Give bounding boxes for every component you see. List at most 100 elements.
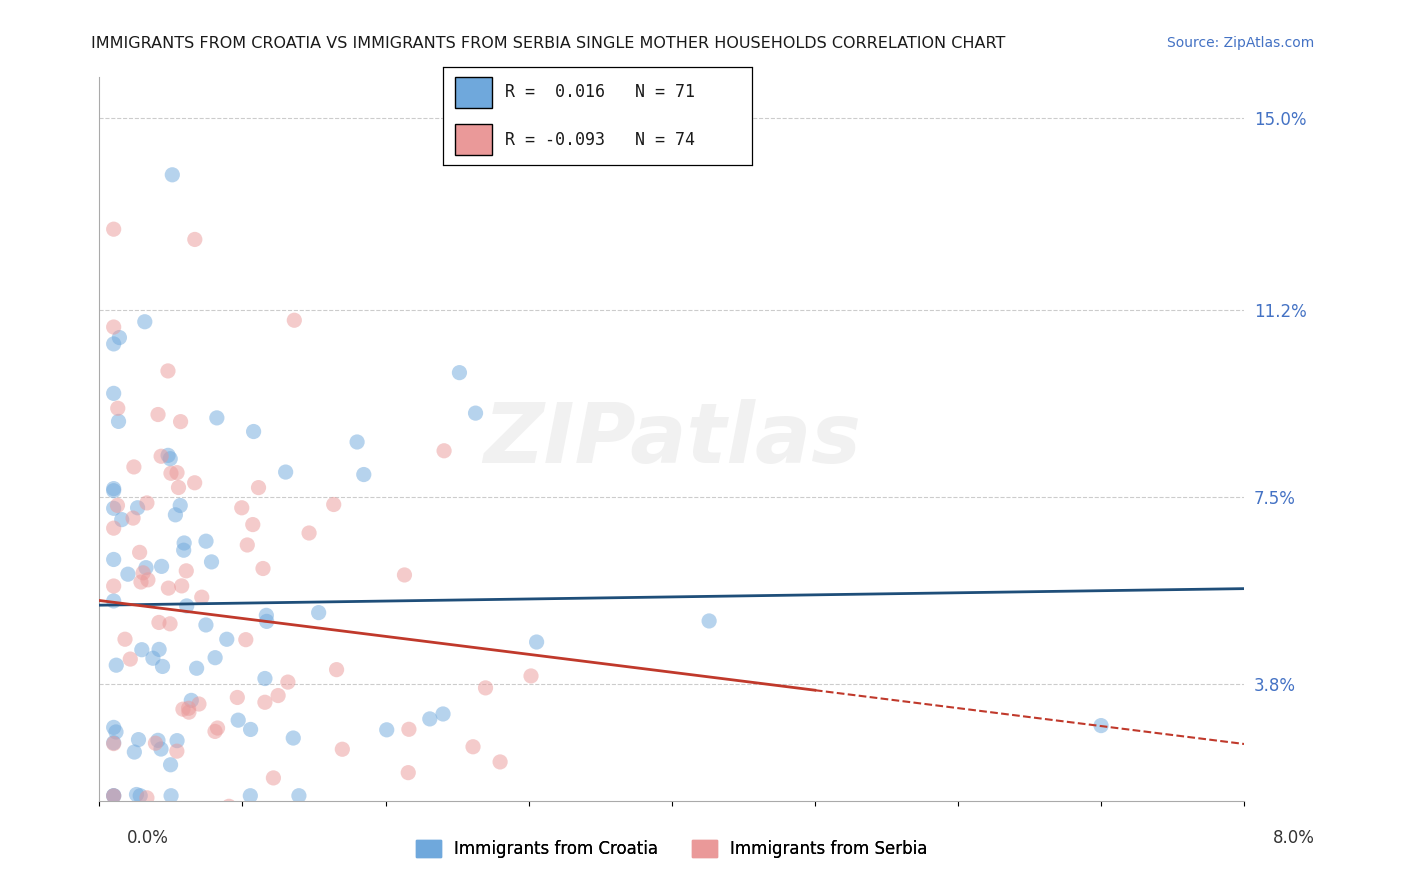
Point <box>283 313 305 327</box>
Point <box>169 819 191 833</box>
Point <box>236 538 259 552</box>
Point <box>152 659 174 673</box>
Point <box>162 168 184 182</box>
Text: 0.0%: 0.0% <box>127 830 169 847</box>
Point <box>165 508 187 522</box>
Point <box>262 771 284 785</box>
Point <box>159 616 181 631</box>
Point <box>432 706 454 721</box>
Point <box>150 450 173 464</box>
Point <box>156 364 179 378</box>
Point <box>145 736 167 750</box>
Point <box>103 482 125 496</box>
Point <box>148 805 170 819</box>
Point <box>146 733 169 747</box>
Point <box>697 614 720 628</box>
Point <box>166 744 188 758</box>
Point <box>163 819 186 833</box>
Text: ZIPatlas: ZIPatlas <box>482 399 860 480</box>
Point <box>117 567 139 582</box>
Point <box>198 819 221 833</box>
Point <box>135 790 157 805</box>
Point <box>103 521 125 535</box>
Point <box>346 435 368 450</box>
Point <box>132 566 155 580</box>
Point <box>150 559 173 574</box>
Text: 8.0%: 8.0% <box>1272 830 1315 847</box>
Point <box>170 579 193 593</box>
Point <box>247 481 270 495</box>
Point <box>134 315 156 329</box>
Point <box>118 819 141 833</box>
Point <box>108 330 131 344</box>
Point <box>103 222 125 236</box>
Point <box>103 552 125 566</box>
Point <box>200 555 222 569</box>
Point <box>288 789 311 803</box>
Point <box>125 788 148 802</box>
Point <box>464 406 486 420</box>
Point <box>157 581 180 595</box>
Point <box>322 498 344 512</box>
Point <box>191 590 214 604</box>
Point <box>218 799 240 814</box>
Point <box>167 481 190 495</box>
Point <box>449 366 471 380</box>
Point <box>419 712 441 726</box>
Point <box>526 635 548 649</box>
Point <box>177 701 200 715</box>
Point <box>242 517 264 532</box>
Point <box>277 675 299 690</box>
Point <box>195 534 218 549</box>
Point <box>103 337 125 351</box>
Text: R = -0.093   N = 74: R = -0.093 N = 74 <box>505 130 695 148</box>
Point <box>142 651 165 665</box>
Point <box>274 465 297 479</box>
Point <box>172 702 194 716</box>
Point <box>136 496 159 510</box>
Point <box>239 723 262 737</box>
Point <box>107 414 129 428</box>
Point <box>127 500 149 515</box>
Point <box>103 579 125 593</box>
Point <box>394 568 416 582</box>
Point <box>325 663 347 677</box>
Point <box>111 513 134 527</box>
Point <box>183 475 205 490</box>
Point <box>398 723 420 737</box>
Point <box>207 721 229 735</box>
Point <box>159 451 181 466</box>
Text: Source: ZipAtlas.com: Source: ZipAtlas.com <box>1167 36 1315 50</box>
Point <box>186 661 208 675</box>
FancyBboxPatch shape <box>456 124 492 155</box>
Point <box>103 789 125 803</box>
Point <box>148 615 170 630</box>
Point <box>114 632 136 647</box>
Point <box>129 789 152 803</box>
Point <box>136 573 159 587</box>
Point <box>252 561 274 575</box>
Point <box>103 789 125 803</box>
Point <box>205 410 228 425</box>
Point <box>242 425 264 439</box>
Point <box>176 599 198 613</box>
Point <box>169 499 191 513</box>
Point <box>226 690 249 705</box>
Point <box>103 819 125 833</box>
Point <box>107 499 129 513</box>
Point <box>129 574 152 589</box>
Point <box>131 642 153 657</box>
Point <box>103 737 125 751</box>
Point <box>173 543 195 558</box>
Point <box>166 733 188 747</box>
Point <box>103 594 125 608</box>
Point <box>235 632 257 647</box>
Point <box>104 725 127 739</box>
Point <box>169 415 191 429</box>
Point <box>103 736 125 750</box>
Point <box>396 765 419 780</box>
Point <box>353 467 375 482</box>
Point <box>188 697 211 711</box>
Point <box>103 320 125 334</box>
Point <box>474 681 496 695</box>
